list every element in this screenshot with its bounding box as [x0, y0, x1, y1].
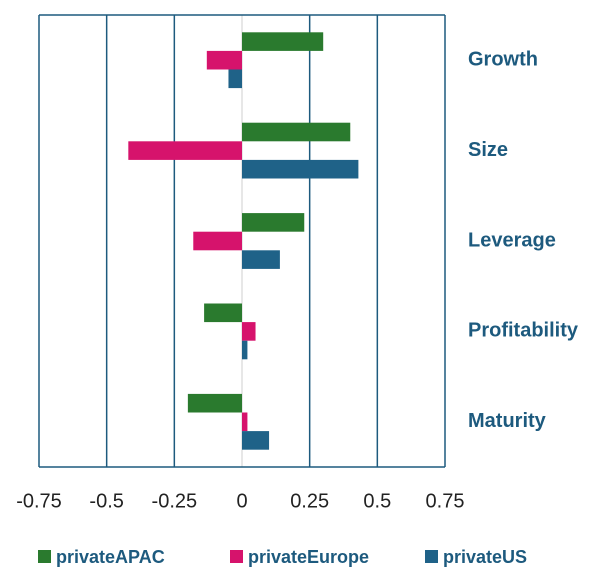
category-label: Leverage: [468, 229, 556, 251]
bar: [242, 340, 248, 360]
legend-label: privateEurope: [248, 547, 369, 567]
category-label: Growth: [468, 48, 538, 70]
x-tick-label: 0.25: [290, 490, 329, 512]
legend-swatch: [38, 550, 51, 563]
bar: [204, 303, 242, 323]
category-label: Maturity: [468, 410, 547, 432]
bar: [206, 50, 242, 70]
bar: [128, 141, 242, 160]
bar: [242, 159, 359, 179]
x-tick-label: 0.75: [426, 490, 465, 512]
bar: [242, 322, 256, 341]
bar: [242, 32, 324, 51]
legend-label: privateAPAC: [56, 547, 165, 567]
bar: [242, 213, 305, 232]
category-label: Profitability: [468, 320, 579, 342]
x-tick-label: -0.25: [152, 490, 198, 512]
category-label: Size: [468, 139, 508, 161]
x-tick-label: 0: [236, 490, 247, 512]
bar: [193, 231, 242, 251]
x-tick-label: -0.75: [16, 490, 62, 512]
bar: [242, 122, 351, 142]
bar: [228, 69, 242, 89]
legend-swatch: [230, 550, 243, 563]
legend-swatch: [425, 550, 438, 563]
bar: [242, 431, 270, 450]
bar: [187, 393, 242, 413]
legend-label: privateUS: [443, 547, 527, 567]
x-tick-label: -0.5: [89, 490, 123, 512]
bar: [242, 250, 280, 269]
x-tick-label: 0.5: [363, 490, 391, 512]
bar: [242, 412, 248, 432]
